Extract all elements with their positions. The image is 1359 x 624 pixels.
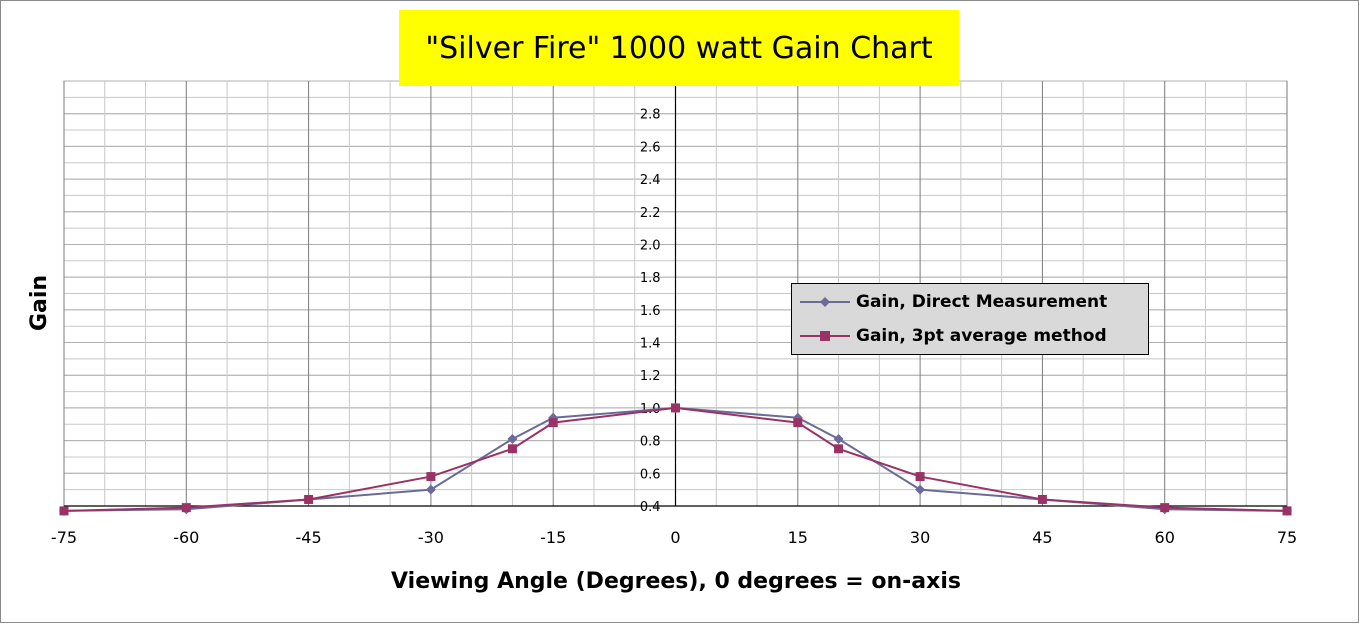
x-tick-label: -30 xyxy=(418,528,444,547)
data-point xyxy=(671,403,680,413)
y-tick-label: 2.0 xyxy=(640,238,661,253)
y-tick-label: 2.4 xyxy=(640,173,661,188)
x-tick-label: -60 xyxy=(173,528,199,547)
legend-swatch-direct xyxy=(800,297,850,307)
data-point xyxy=(1160,503,1170,513)
data-point xyxy=(833,433,844,444)
data-point xyxy=(507,444,517,454)
data-point xyxy=(425,484,436,495)
x-tick-label: 75 xyxy=(1277,528,1297,547)
x-tick-label: 45 xyxy=(1032,528,1052,547)
x-tick-label: 0 xyxy=(670,528,680,547)
y-tick-label: 1.2 xyxy=(640,369,661,384)
data-point xyxy=(834,444,844,454)
data-point xyxy=(181,503,191,513)
x-tick-label: -45 xyxy=(296,528,322,547)
legend-label-3pt: Gain, 3pt average method xyxy=(856,326,1107,346)
y-tick-label: 0.4 xyxy=(640,500,661,515)
legend-item-direct: Gain, Direct Measurement xyxy=(792,290,1107,314)
data-point xyxy=(793,418,803,428)
chart-title-box: "Silver Fire" 1000 watt Gain Chart xyxy=(399,10,959,86)
data-series xyxy=(59,402,1292,516)
x-tick-label: 30 xyxy=(910,528,930,547)
y-tick-label: 1.4 xyxy=(640,337,661,352)
y-tick-label: 0.6 xyxy=(640,467,661,482)
y-tick-label: 2.2 xyxy=(640,206,661,221)
data-point xyxy=(507,433,518,444)
y-tick-label: 1.6 xyxy=(640,304,661,319)
series-3pt-average xyxy=(59,403,1292,516)
data-point xyxy=(915,484,926,495)
axes xyxy=(64,81,1287,507)
data-point xyxy=(426,472,436,482)
x-tick-label: 15 xyxy=(788,528,808,547)
data-point xyxy=(1282,506,1292,516)
data-point xyxy=(304,494,314,504)
data-point xyxy=(915,472,925,482)
y-tick-label: 2.8 xyxy=(640,108,661,123)
legend-swatch-3pt xyxy=(800,331,850,341)
y-tick-label: 2.6 xyxy=(640,140,661,155)
data-point xyxy=(59,506,69,516)
legend-item-3pt: Gain, 3pt average method xyxy=(792,324,1107,348)
x-tick-labels: -75 -60 -45 -30 -15 0 15 30 45 60 75 xyxy=(51,528,1297,547)
data-point xyxy=(548,418,558,428)
x-tick-label: -75 xyxy=(51,528,77,547)
x-axis-label: Viewing Angle (Degrees), 0 degrees = on-… xyxy=(391,569,961,594)
x-tick-label: 60 xyxy=(1155,528,1175,547)
legend-label-direct: Gain, Direct Measurement xyxy=(856,292,1108,312)
x-tick-label: -15 xyxy=(540,528,566,547)
legend: Gain, Direct Measurement Gain, 3pt avera… xyxy=(791,283,1149,355)
y-tick-label: 1.8 xyxy=(640,271,661,286)
y-axis-label: Gain xyxy=(26,274,52,332)
data-point xyxy=(1037,494,1047,504)
chart-title: "Silver Fire" 1000 watt Gain Chart xyxy=(425,30,933,66)
y-tick-label: 0.8 xyxy=(640,435,661,450)
